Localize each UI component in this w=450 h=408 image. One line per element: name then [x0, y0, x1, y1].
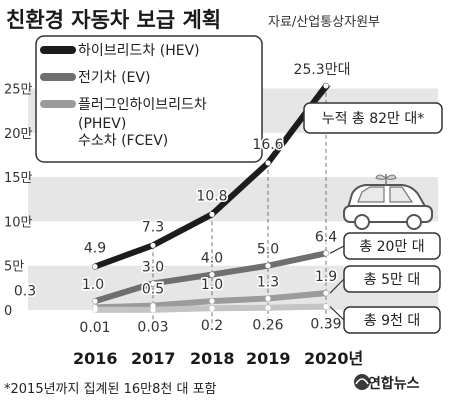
y-tick-label: 10만 [4, 215, 33, 230]
legend-label: 전기차 (EV) [78, 70, 150, 86]
annotation-box [343, 306, 441, 334]
data-point [323, 250, 329, 256]
annotation-text: 총 9천 대 [364, 313, 420, 329]
annotation-box [343, 265, 441, 293]
data-point [150, 242, 156, 248]
data-point [150, 280, 156, 287]
data-point [209, 305, 215, 311]
data-label: 25.3만대 [294, 62, 351, 78]
legend-label-suffix: (PHEV) [78, 116, 126, 132]
data-point [92, 298, 98, 304]
data-label: 5.0 [257, 242, 279, 258]
data-label: 1.3 [257, 274, 279, 290]
x-tick-label: 2017 [131, 349, 176, 368]
annotation-box [343, 232, 441, 260]
annotation-leader [329, 306, 345, 321]
data-label: 0.2 [201, 318, 223, 334]
data-point [209, 298, 215, 304]
data-label: 1.0 [201, 277, 223, 293]
data-point [265, 263, 271, 269]
legend-box [35, 35, 263, 163]
annotation-box [303, 102, 443, 134]
data-label: 16.6 [252, 137, 283, 153]
data-label: 0.26 [252, 318, 283, 334]
y-tick-label: 20만 [4, 127, 33, 142]
data-label: 0.03 [137, 320, 168, 336]
car-icon [343, 174, 433, 230]
footnote: *2015년까지 집계된 16만8천 대 포함 [4, 382, 217, 397]
data-point [209, 271, 215, 278]
y-tick-label: 15만 [4, 171, 33, 186]
data-point [150, 302, 156, 309]
data-label: 0.01 [79, 320, 110, 336]
data-label: 0.5 [142, 282, 164, 298]
chart-title: 친환경 자동차 보급 계획 [6, 8, 221, 32]
data-label: 0.39 [310, 317, 341, 333]
annotation-text: 누적 총 82만 대* [322, 111, 425, 127]
data-point [265, 160, 271, 166]
data-point [265, 295, 271, 302]
x-tick-label: 2020년 [304, 349, 363, 368]
data-label: 0.3 [14, 283, 36, 299]
y-tick-label: 0 [4, 304, 12, 319]
data-point [323, 303, 329, 310]
data-label: 7.3 [142, 219, 164, 235]
y-tick-label: 25만 [4, 83, 33, 98]
credit-label: 연합뉴스 [368, 375, 420, 392]
data-point [323, 83, 329, 89]
data-point [92, 307, 98, 313]
data-point [265, 305, 271, 311]
y-tick-label: 5만 [4, 260, 24, 275]
data-point [92, 263, 98, 270]
annotation-leader [329, 278, 345, 294]
x-tick-label: 2018 [190, 349, 235, 368]
data-label: 4.9 [84, 241, 106, 257]
data-label: 4.0 [201, 251, 223, 267]
legend-label: 수소차 (FCEV) [78, 133, 168, 149]
annotation-leader [329, 245, 345, 254]
source-label: 자료/산업통상자원부 [268, 15, 380, 30]
annotation-text: 총 5만 대 [364, 272, 420, 288]
data-label: 1.0 [82, 277, 104, 293]
annotation-text: 총 20만 대 [359, 239, 424, 255]
data-point [150, 307, 156, 313]
data-point [209, 211, 215, 217]
legend-label: 하이브리드차 (HEV) [78, 43, 200, 59]
legend-label: 플러그인하이브리드차 [78, 97, 207, 113]
data-label: 1.9 [315, 269, 337, 285]
x-tick-label: 2016 [73, 349, 118, 368]
data-point [323, 290, 329, 296]
data-label: 3.0 [142, 259, 164, 275]
yonhap-logo-icon [354, 374, 370, 390]
x-tick-label: 2019 [246, 349, 291, 368]
data-label: 6.4 [315, 229, 337, 245]
data-label: 10.8 [196, 188, 227, 204]
